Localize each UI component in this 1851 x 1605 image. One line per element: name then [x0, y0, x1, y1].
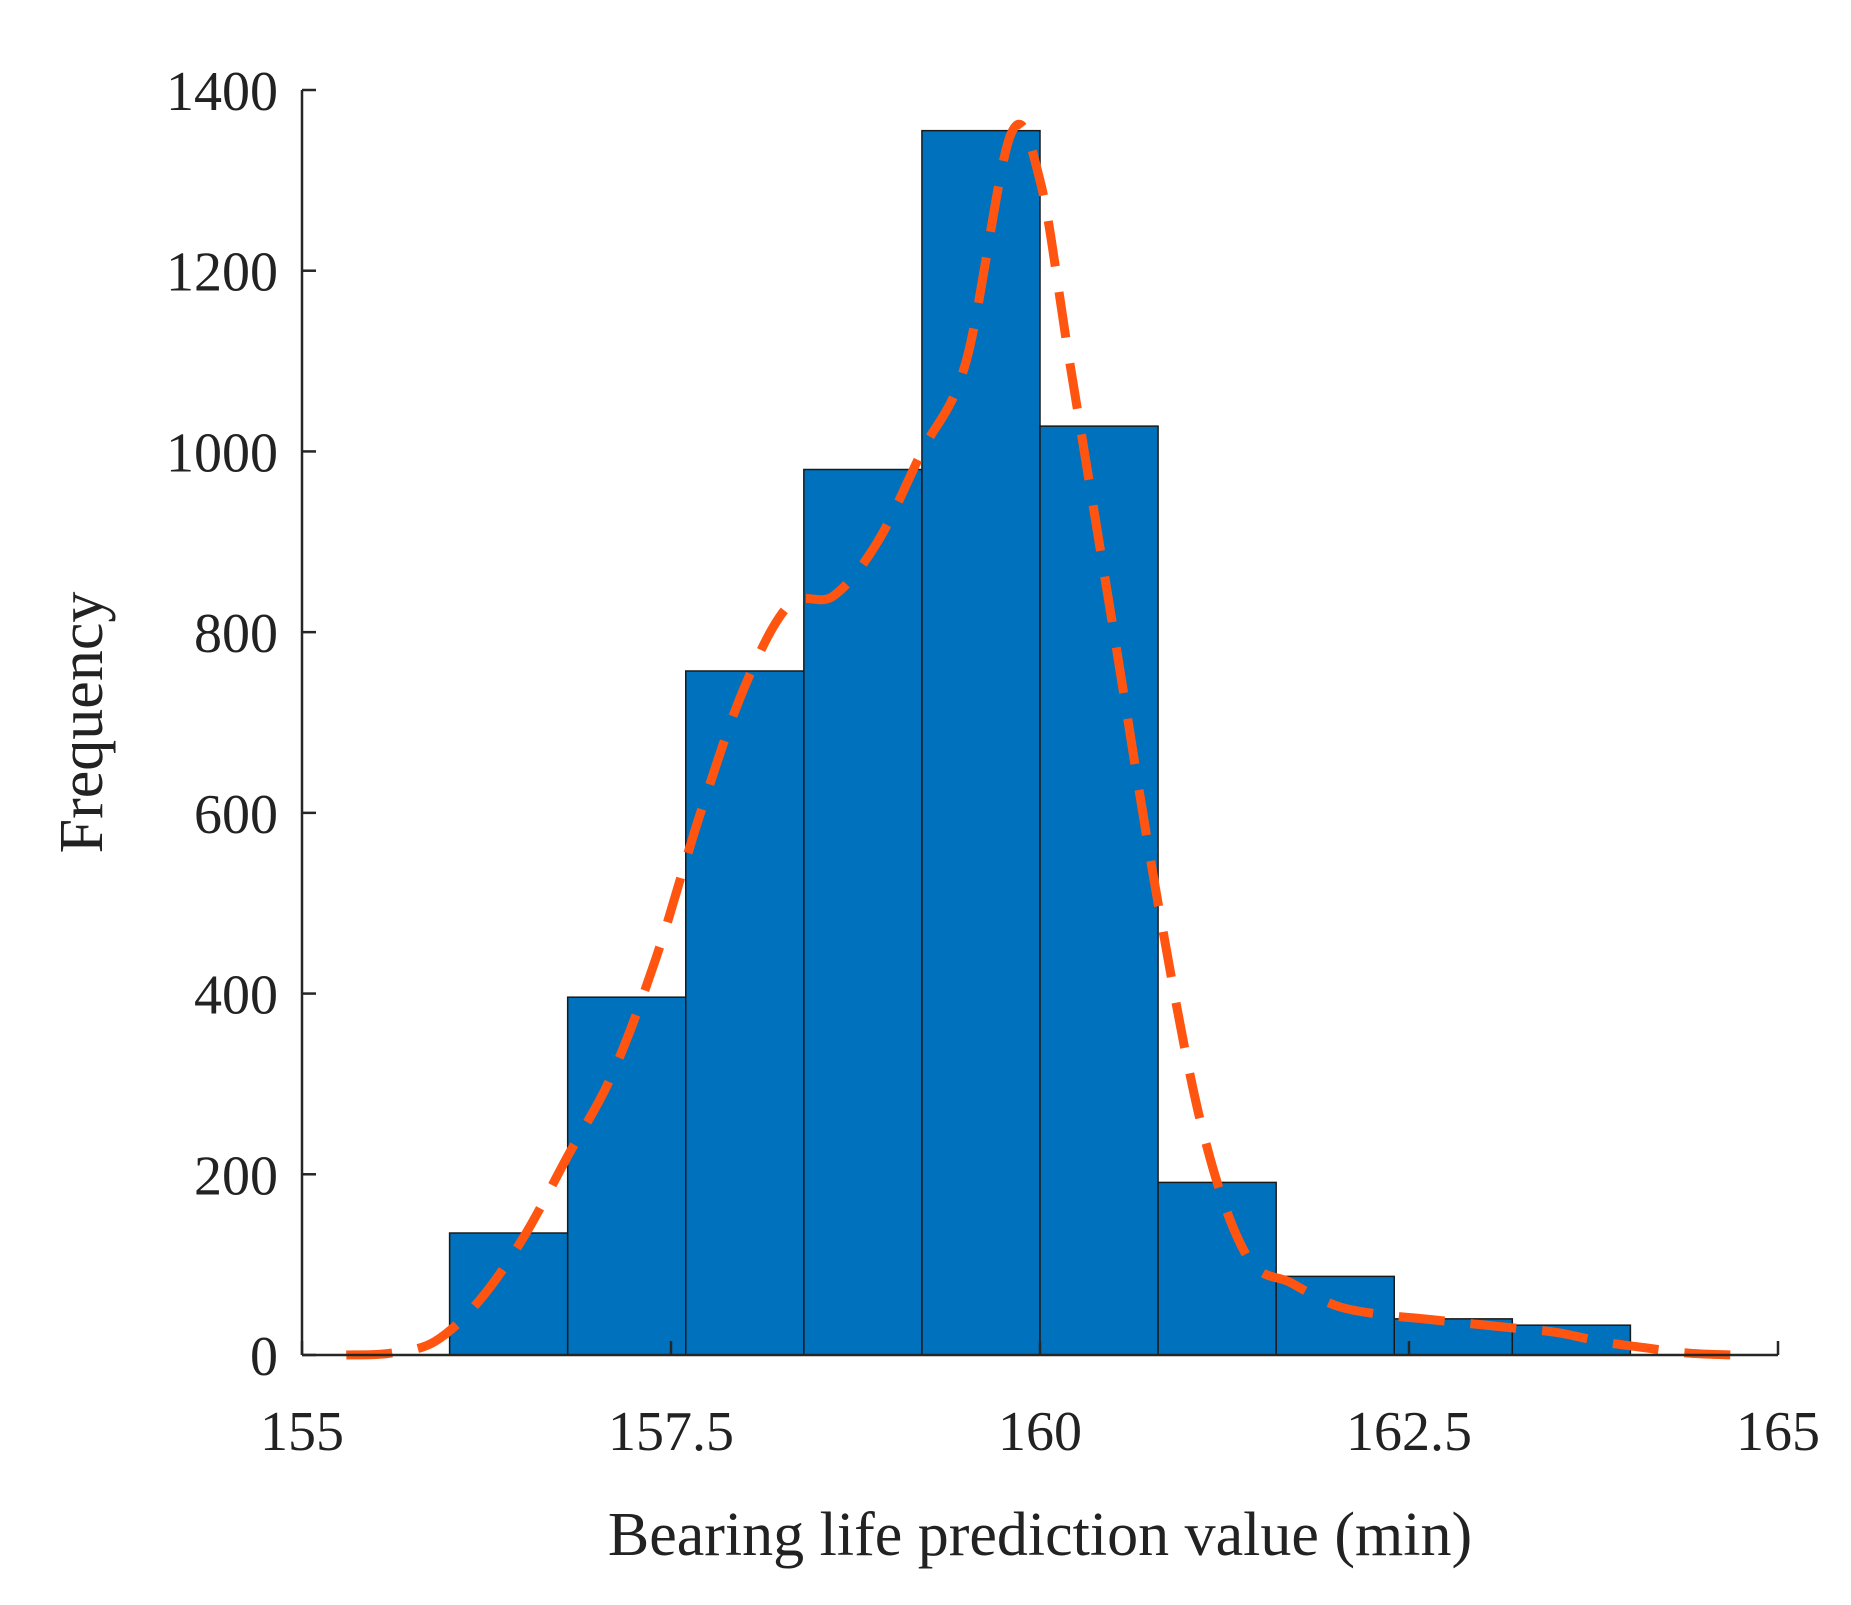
- bar: [1039, 425, 1159, 1356]
- bar: [921, 129, 1041, 1356]
- y-tick-label: 1000: [166, 422, 278, 484]
- density-curve-layer: [346, 119, 1734, 1360]
- y-tick-label: 600: [194, 784, 278, 846]
- bar: [803, 468, 923, 1356]
- y-tick-label: 1400: [166, 61, 278, 123]
- x-tick-label: 160: [998, 1401, 1082, 1463]
- bar: [1511, 1324, 1632, 1356]
- bars-layer: [448, 129, 1632, 1356]
- bar: [1157, 1181, 1277, 1356]
- bar: [448, 1232, 569, 1356]
- y-tick-label: 1200: [166, 242, 278, 304]
- y-axis-label: Frequency: [48, 592, 116, 854]
- axes-layer: [300, 88, 1780, 1357]
- x-tick-label: 162.5: [1346, 1401, 1472, 1463]
- labels-layer: 155 157.5 160 162.5 165 0 200 400 600 800 1000 1200…: [48, 61, 1820, 1569]
- y-tick-label: 0: [250, 1326, 278, 1388]
- x-tick-label: 157.5: [608, 1401, 734, 1463]
- x-tick-label: 165: [1736, 1401, 1820, 1463]
- y-tick-label: 400: [194, 965, 278, 1027]
- y-tick-label: 200: [194, 1145, 278, 1207]
- density-curve-line: [346, 119, 1734, 1360]
- bar: [685, 670, 805, 1356]
- bar: [566, 996, 687, 1356]
- x-tick-label: 155: [260, 1401, 344, 1463]
- x-axis-label: Bearing life prediction value (min): [608, 1501, 1472, 1569]
- y-tick-label: 800: [194, 603, 278, 665]
